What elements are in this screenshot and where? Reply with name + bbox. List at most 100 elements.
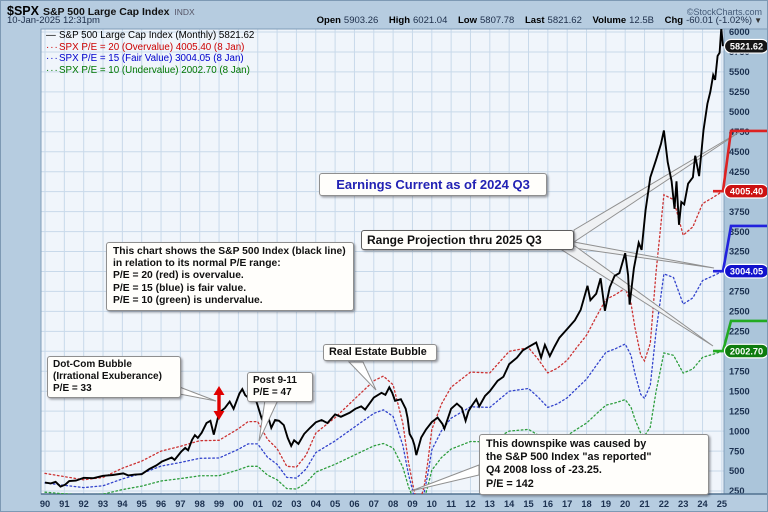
svg-text:2002.70: 2002.70 bbox=[730, 346, 763, 356]
svg-text:25: 25 bbox=[717, 499, 727, 509]
price-badge: 2002.70 bbox=[723, 343, 767, 359]
chg-label: Chg bbox=[664, 15, 684, 26]
real-estate-bubble-annotation: Real Estate Bubble bbox=[323, 344, 437, 361]
svg-text:6000: 6000 bbox=[729, 27, 750, 37]
svg-text:23: 23 bbox=[678, 499, 688, 509]
svg-text:06: 06 bbox=[349, 499, 359, 509]
index-name: S&P 500 Large Cap Index bbox=[42, 6, 170, 18]
svg-text:03: 03 bbox=[291, 499, 301, 509]
chg-value: -60.01 (-1.02%) bbox=[686, 15, 753, 26]
downspike-annotation: This downspike was caused by the S&P 500… bbox=[479, 434, 709, 495]
low-label: Low bbox=[458, 15, 477, 26]
high-value: 6021.04 bbox=[413, 15, 448, 26]
svg-text:5250: 5250 bbox=[729, 87, 750, 97]
svg-text:5821.62: 5821.62 bbox=[730, 42, 763, 52]
svg-text:5000: 5000 bbox=[729, 107, 750, 117]
svg-text:10: 10 bbox=[427, 499, 437, 509]
svg-text:250: 250 bbox=[729, 486, 745, 496]
open-label: Open bbox=[316, 15, 341, 26]
dotted-line-swatch-icon: ··· bbox=[46, 41, 59, 53]
symbol-title: $SPX S&P 500 Large Cap Index INDX bbox=[7, 2, 195, 20]
svg-text:1250: 1250 bbox=[729, 406, 750, 416]
svg-text:3004.05: 3004.05 bbox=[730, 267, 763, 277]
svg-text:91: 91 bbox=[59, 499, 69, 509]
svg-text:500: 500 bbox=[729, 466, 745, 476]
open-value: 5903.26 bbox=[343, 15, 379, 26]
svg-text:15: 15 bbox=[523, 499, 533, 509]
svg-text:2250: 2250 bbox=[729, 327, 750, 337]
svg-text:750: 750 bbox=[729, 446, 745, 456]
svg-text:4250: 4250 bbox=[729, 167, 750, 177]
svg-text:05: 05 bbox=[330, 499, 340, 509]
svg-text:02: 02 bbox=[272, 499, 282, 509]
svg-text:1750: 1750 bbox=[729, 366, 750, 376]
solid-line-swatch-icon: — bbox=[46, 30, 57, 41]
svg-text:14: 14 bbox=[504, 499, 515, 509]
svg-text:21: 21 bbox=[639, 499, 649, 509]
projection-hook-line bbox=[713, 129, 767, 193]
realestate-pointer bbox=[347, 361, 377, 391]
svg-text:01: 01 bbox=[253, 499, 263, 509]
legend-item-pe15: ···SPX P/E = 15 (Fair Value) 3004.05 (8 … bbox=[46, 53, 244, 65]
last-label: Last bbox=[524, 15, 545, 26]
price-badge: 3004.05 bbox=[723, 263, 767, 279]
svg-text:18: 18 bbox=[581, 499, 591, 509]
pe-range-explanation-annotation: This chart shows the S&P 500 Index (blac… bbox=[106, 242, 354, 312]
y-axis: 2505007501000125015001750200022502500275… bbox=[723, 27, 767, 496]
overvaluation-arrow-icon bbox=[213, 386, 225, 420]
svg-text:13: 13 bbox=[485, 499, 495, 509]
svg-text:11: 11 bbox=[446, 499, 456, 509]
chart-legend: — S&P 500 Large Cap Index (Monthly) 5821.… bbox=[46, 30, 254, 77]
x-axis: 90 91 92 93 94 95 96 97 98 99 00 01 02 03 04 05 06 07 08 09… bbox=[40, 493, 767, 509]
dotted-line-swatch-icon: ··· bbox=[46, 53, 59, 65]
svg-text:96: 96 bbox=[156, 499, 166, 509]
svg-text:09: 09 bbox=[407, 499, 417, 509]
stockcharts-credit: ©StockCharts.com bbox=[686, 7, 762, 17]
volume-label: Volume bbox=[592, 15, 627, 26]
quote-strip: Open 5903.26 High 6021.04 Low 5807.78 Last 5… bbox=[309, 15, 762, 26]
volume-value: 12.5B bbox=[629, 15, 654, 26]
price-badge: 4005.40 bbox=[723, 183, 767, 199]
svg-text:95: 95 bbox=[137, 499, 147, 509]
svg-text:19: 19 bbox=[601, 499, 611, 509]
projection-hook-line bbox=[713, 319, 767, 353]
svg-text:97: 97 bbox=[175, 499, 185, 509]
high-label: High bbox=[388, 15, 411, 26]
post-911-annotation: Post 9-11 P/E = 47 bbox=[247, 372, 313, 402]
svg-text:3750: 3750 bbox=[729, 207, 750, 217]
dotcom-bubble-annotation: Dot-Com Bubble (Irrational Exuberance) P… bbox=[47, 356, 181, 398]
svg-text:3500: 3500 bbox=[729, 227, 750, 237]
svg-text:08: 08 bbox=[388, 499, 398, 509]
ticker-symbol: $SPX bbox=[7, 4, 39, 18]
svg-text:5500: 5500 bbox=[729, 67, 750, 77]
low-value: 5807.78 bbox=[480, 15, 515, 26]
price-badge: 5821.62 bbox=[723, 38, 767, 54]
svg-text:98: 98 bbox=[195, 499, 205, 509]
last-value: 5821.62 bbox=[547, 15, 582, 26]
chg-down-triangle-icon[interactable]: ▼ bbox=[754, 16, 762, 25]
exchange-label: INDX bbox=[174, 7, 195, 17]
svg-text:92: 92 bbox=[79, 499, 89, 509]
svg-text:2750: 2750 bbox=[729, 287, 750, 297]
chart-datetime: 10-Jan-2025 12:31pm bbox=[7, 15, 100, 26]
svg-text:20: 20 bbox=[620, 499, 630, 509]
projection-hook-line bbox=[713, 224, 767, 273]
range-projection-annotation: Range Projection thru 2025 Q3 bbox=[361, 230, 574, 250]
svg-text:99: 99 bbox=[214, 499, 224, 509]
svg-text:22: 22 bbox=[659, 499, 669, 509]
svg-text:94: 94 bbox=[117, 499, 128, 509]
svg-text:4500: 4500 bbox=[729, 147, 750, 157]
svg-text:17: 17 bbox=[562, 499, 572, 509]
pe15-fairvalue-line bbox=[44, 270, 724, 494]
svg-text:93: 93 bbox=[98, 499, 108, 509]
svg-text:07: 07 bbox=[369, 499, 379, 509]
svg-text:3250: 3250 bbox=[729, 247, 750, 257]
svg-text:24: 24 bbox=[697, 499, 708, 509]
legend-item-pe20: ···SPX P/E = 20 (Overvalue) 4005.40 (8 J… bbox=[46, 41, 245, 53]
svg-text:2500: 2500 bbox=[729, 307, 750, 317]
svg-text:00: 00 bbox=[233, 499, 243, 509]
svg-text:04: 04 bbox=[311, 499, 322, 509]
dotted-line-swatch-icon: ··· bbox=[46, 65, 59, 77]
svg-text:90: 90 bbox=[40, 499, 50, 509]
